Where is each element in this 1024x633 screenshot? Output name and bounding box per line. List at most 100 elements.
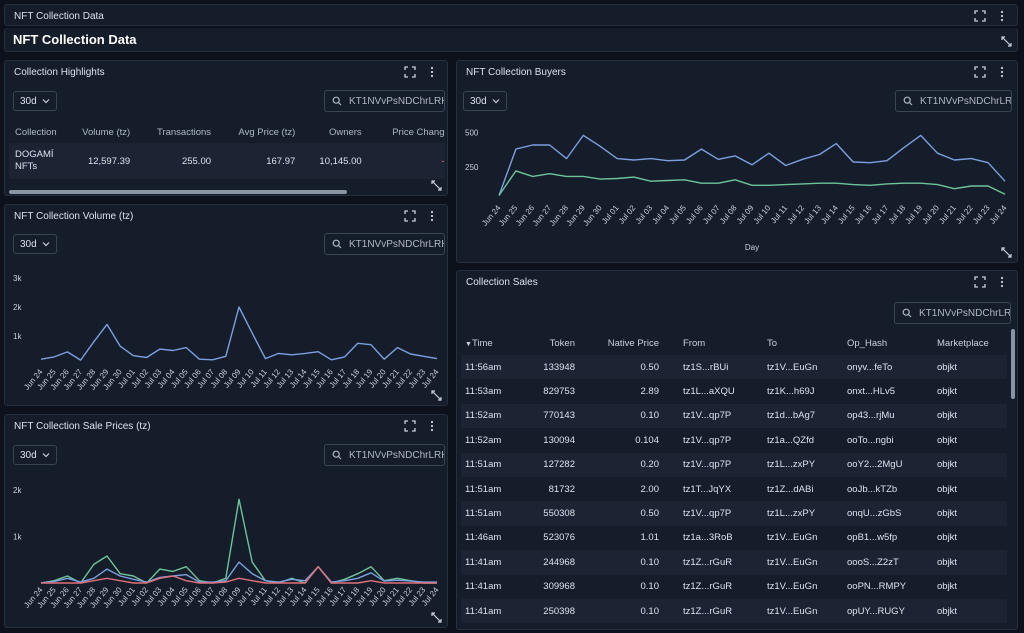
table-row[interactable]: 11:52am 130094 0.104 tz1V...qp7P tz1a...QZfd… (461, 428, 1007, 452)
more-menu-icon[interactable] (426, 420, 438, 432)
col-time[interactable]: ▼Time (461, 331, 521, 355)
range-select[interactable]: 30d (13, 91, 57, 111)
sort-desc-icon: ▼ (465, 340, 472, 348)
cell-marketplace: objkt (937, 434, 958, 446)
x-tick-label: Jul 10 (752, 203, 773, 226)
table-row[interactable]: 11:53am 829753 2.89 tz1L...aXQU tz1K...h69J o… (461, 379, 1007, 403)
top-bar: NFT Collection Data (4, 4, 1018, 26)
table-row[interactable]: 11:39am3340970.10tz1Z...rGuRtz1V...EuGno… (461, 623, 1007, 629)
cell-op-hash: ooY2...2MgU (847, 452, 937, 477)
range-select-value: 30d (20, 449, 37, 461)
fullscreen-icon[interactable] (404, 420, 416, 432)
cell-native-price: 0.50 (575, 501, 659, 526)
cell-from: tz1L...aXQU (683, 386, 735, 398)
sales-header: Collection Sales (457, 271, 1017, 293)
collection-search-input[interactable]: KT1NVvPsNDChrLRH (324, 90, 445, 112)
table-row[interactable]: 11:56am 133948 0.50 tz1S...rBUi tz1V...EuGn o… (461, 355, 1007, 380)
range-select[interactable]: 30d (13, 234, 57, 254)
table-row[interactable]: 11:52am 770143 0.10 tz1V...qp7P tz1d...bAg7 o… (461, 403, 1007, 429)
more-menu-icon[interactable] (426, 210, 438, 222)
col-native-price[interactable]: Native Price (607, 337, 659, 349)
fullscreen-icon[interactable] (974, 66, 986, 78)
x-tick-label: Jul 24 (988, 203, 1009, 226)
cell-volume: 12,597.39 (87, 155, 131, 167)
more-menu-icon[interactable] (996, 10, 1008, 22)
resize-handle-icon[interactable] (431, 390, 442, 401)
resize-handle-icon[interactable] (1001, 247, 1012, 258)
cell-op-hash: opUY...RUGY (847, 598, 937, 624)
horizontal-scrollbar[interactable] (9, 190, 347, 194)
table-row[interactable]: 11:41am 244968 0.10 tz1Z...rGuR tz1V...EuGn o… (461, 550, 1007, 575)
range-select[interactable]: 30d (13, 445, 57, 465)
range-select[interactable]: 30d (463, 91, 507, 111)
col-op-hash[interactable]: Op_Hash (847, 337, 888, 349)
sales-search-input[interactable]: KT1NVvPsNDChrLRH (894, 302, 1011, 324)
cell-to: tz1L...zxPY (767, 501, 847, 526)
more-menu-icon[interactable] (426, 66, 438, 78)
cell-marketplace: objkt (937, 483, 958, 495)
vertical-scrollbar[interactable] (1011, 329, 1015, 399)
table-row[interactable]: 11:41am 309968 0.10 tz1Z...rGuR tz1V...EuGn o… (461, 575, 1007, 599)
cell-native-price: 0.10 (575, 598, 659, 624)
col-avg-price[interactable]: Avg Price (tz) (238, 126, 296, 138)
cell-from: tz1T...JqYX (683, 483, 732, 495)
series-line-0 (498, 134, 1006, 196)
fullscreen-icon[interactable] (974, 276, 986, 288)
chevron-down-icon (42, 451, 50, 459)
cell-marketplace: objkt (937, 623, 1007, 629)
col-token[interactable]: Token (549, 337, 575, 349)
cell-token: 133948 (521, 355, 575, 380)
col-price-change[interactable]: Price Change 24 (392, 126, 445, 138)
cell-time: 11:41am (465, 581, 502, 593)
resize-handle-icon[interactable] (431, 612, 442, 623)
table-row[interactable]: 11:41am 250398 0.10 tz1Z...rGuR tz1V...EuGn o… (461, 598, 1007, 624)
col-transactions[interactable]: Transactions (156, 126, 212, 138)
col-volume[interactable]: Volume (tz) (82, 126, 131, 138)
col-to[interactable]: To (767, 337, 778, 349)
cell-token: 81732 (548, 483, 575, 495)
top-bar-header: NFT Collection Data (5, 5, 1017, 25)
table-row[interactable]: 11:51am 550308 0.50 tz1V...qp7P tz1L...zxPY o… (461, 501, 1007, 526)
cell-op-hash: onqU...zGbS (847, 501, 937, 526)
highlights-title: Collection Highlights (14, 66, 105, 78)
fullscreen-icon[interactable] (404, 210, 416, 222)
search-icon (332, 450, 342, 460)
col-owners[interactable]: Owners (328, 126, 362, 138)
range-select-value: 30d (20, 238, 37, 250)
fullscreen-icon[interactable] (404, 66, 416, 78)
search-icon (332, 239, 342, 249)
resize-handle-icon[interactable] (1001, 36, 1012, 47)
more-menu-icon[interactable] (996, 66, 1008, 78)
heading-panel: NFT Collection Data (4, 28, 1018, 52)
cell-time: 11:41am (461, 550, 521, 575)
x-axis-label: Day (745, 243, 759, 252)
collection-search-input[interactable]: KT1NVvPsNDChrLRH (324, 444, 445, 466)
search-icon (902, 308, 912, 318)
more-menu-icon[interactable] (996, 276, 1008, 288)
table-row[interactable]: DOGAMÍ NFTs 12,597.39 255.00 167.97 10,1… (9, 143, 445, 179)
collection-search-input[interactable]: KT1NVvPsNDChrLRH (324, 233, 445, 255)
table-row[interactable]: 11:46am 523076 1.01 tz1a...3RoB tz1V...EuGn o… (461, 526, 1007, 550)
cell-op-hash: oooS...Z2zT (847, 550, 937, 575)
resize-handle-icon[interactable] (431, 180, 442, 191)
col-collection[interactable]: Collection (15, 126, 57, 138)
highlights-header: Collection Highlights (5, 61, 447, 83)
table-row[interactable]: 11:51am 81732 2.00 tz1T...JqYX tz1Z...dABi oo… (461, 477, 1007, 501)
cell-to: tz1a...QZfd (767, 434, 814, 446)
cell-to: tz1V...EuGn (767, 550, 847, 575)
table-row[interactable]: 11:51am 127282 0.20 tz1V...qp7P tz1L...zxPY o… (461, 452, 1007, 477)
search-icon (332, 96, 342, 106)
buyers-title: NFT Collection Buyers (466, 66, 566, 78)
cell-price-change: -23.7 (441, 155, 445, 167)
y-tick-label: 3k (13, 274, 22, 283)
x-tick-label: Jul 17 (870, 203, 891, 226)
fullscreen-icon[interactable] (974, 10, 986, 22)
collection-search-input[interactable]: KT1NVvPsNDChrLRH (895, 90, 1012, 112)
cell-time: 11:52am (465, 434, 502, 446)
col-from[interactable]: From (683, 337, 706, 349)
range-select-value: 30d (20, 95, 37, 107)
cell-to: tz1V...EuGn (767, 581, 818, 593)
cell-op-hash: ooPN...RMPY (847, 581, 907, 593)
col-marketplace[interactable]: Marketplace (937, 337, 989, 349)
